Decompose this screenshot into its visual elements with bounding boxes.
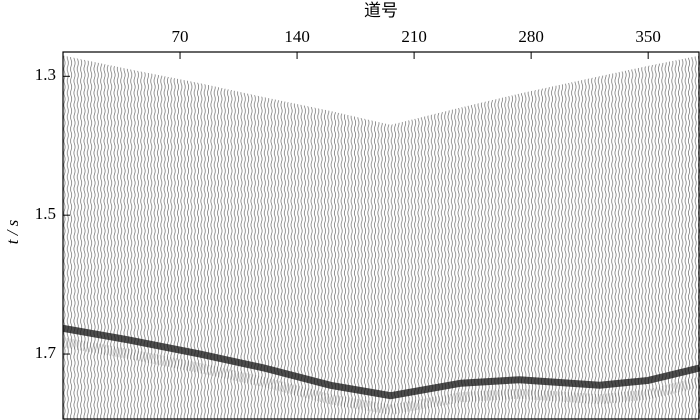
- plot-frame: [62, 51, 700, 420]
- x-axis-label: 道号: [364, 1, 398, 20]
- x-tick-label: 70: [172, 27, 189, 46]
- reflector: [63, 324, 700, 400]
- x-tick-label: 210: [401, 27, 427, 46]
- y-tick-label: 1.3: [35, 65, 56, 84]
- y-tick-label: 1.7: [35, 343, 57, 362]
- reflector-halo: [63, 337, 700, 415]
- x-tick-label: 140: [284, 27, 310, 46]
- x-tick-label: 350: [635, 27, 661, 46]
- plot-area: [63, 55, 700, 420]
- x-tick-label: 280: [518, 27, 544, 46]
- trace-wiggles: [63, 55, 700, 420]
- y-tick-label: 1.5: [35, 204, 56, 223]
- y-axis-label: t / s: [3, 219, 22, 244]
